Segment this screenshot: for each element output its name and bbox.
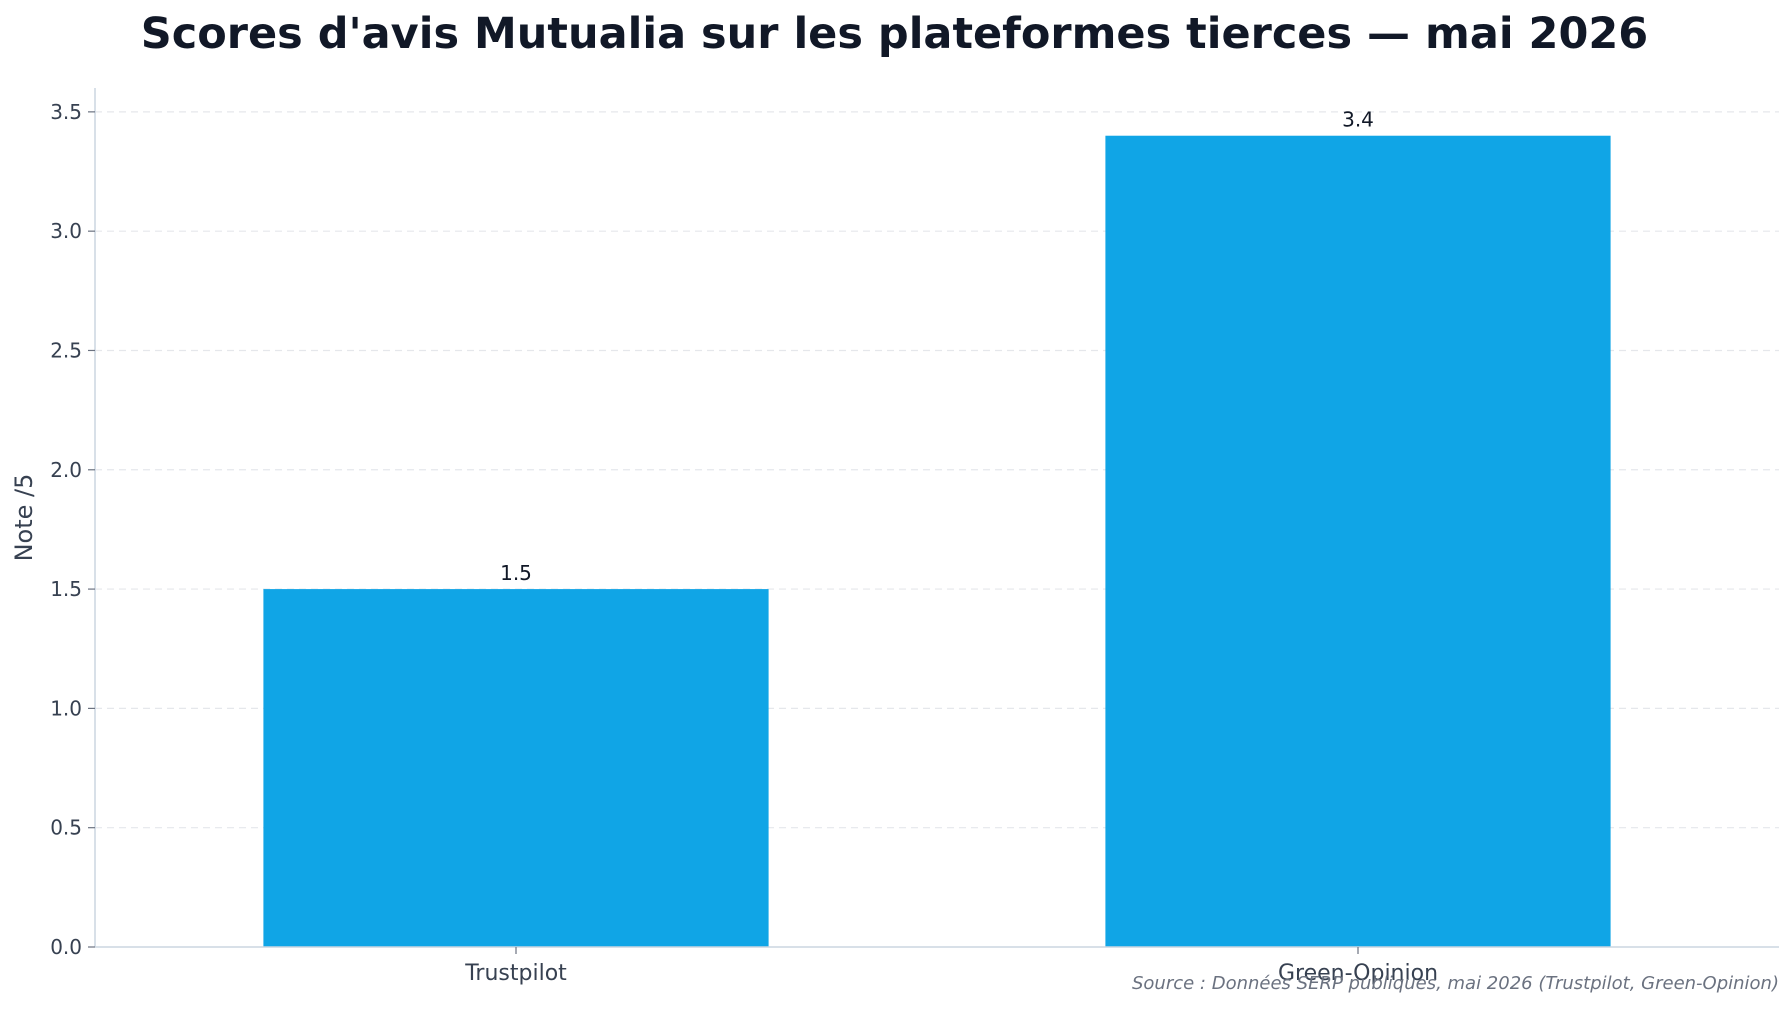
y-tick-label: 1.5 — [50, 577, 82, 601]
data-label: 3.4 — [1342, 108, 1374, 132]
y-tick-label: 0.5 — [50, 816, 82, 840]
x-ticks: Trustpilot Green-Opinion — [464, 947, 1438, 986]
y-tick-label: 0.0 — [50, 935, 82, 959]
x-tick-label: Trustpilot — [464, 961, 567, 986]
y-tick-label: 1.0 — [50, 696, 82, 720]
y-tick-label: 2.0 — [50, 458, 82, 482]
data-label: 1.5 — [500, 561, 532, 585]
bars — [263, 135, 1611, 947]
x-tick-label: Green-Opinion — [1278, 961, 1438, 986]
y-ticks: 0.0 0.5 1.0 1.5 2.0 2.5 3.0 3.5 — [50, 100, 95, 959]
y-tick-label: 3.0 — [50, 219, 82, 243]
bar-green-opinion — [1105, 135, 1611, 947]
chart-title: Scores d'avis Mutualia sur les plateform… — [140, 9, 1649, 59]
y-axis-title: Note /5 — [10, 474, 38, 562]
bar-trustpilot — [263, 589, 769, 947]
data-labels: 1.5 3.4 — [500, 108, 1374, 585]
source-note: Source : Données SERP publiques, mai 202… — [1131, 973, 1779, 994]
y-tick-label: 3.5 — [50, 100, 82, 124]
y-tick-label: 2.5 — [50, 338, 82, 362]
